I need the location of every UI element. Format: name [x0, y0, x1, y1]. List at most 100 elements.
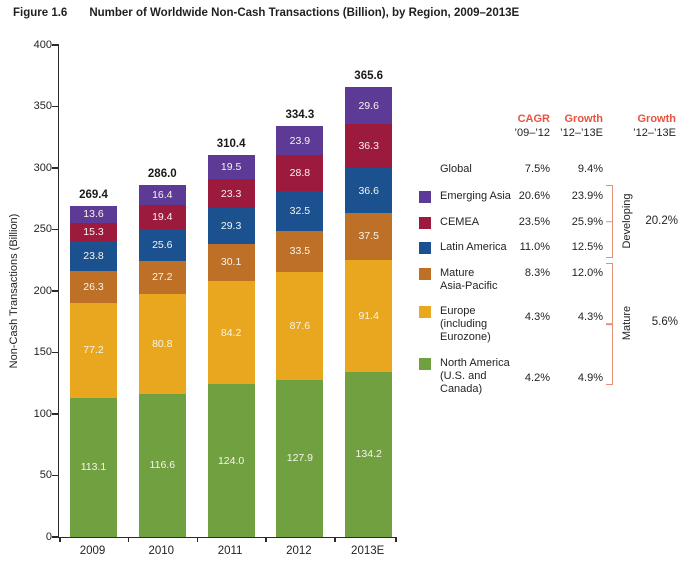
bar-segment-value: 19.5 [220, 161, 242, 174]
legend-header-growth-period: ’12–’13E [560, 126, 603, 139]
bar-segment-value: 77.2 [83, 344, 104, 357]
y-tick-mark [52, 413, 59, 415]
figure-title-row: Figure 1.6 Number of Worldwide Non-Cash T… [13, 7, 519, 19]
x-category-label: 2012 [286, 545, 312, 557]
bar-segment-value: 36.6 [358, 184, 379, 197]
bar-segment-value: 124.0 [217, 454, 245, 467]
growth-value-north-america: 4.9% [577, 372, 603, 384]
y-tick-label: 400 [33, 38, 52, 51]
bar-segment-2011-north-america-u-s-and-canada: 124.0 [207, 384, 255, 537]
mature-bracket-nub [606, 323, 612, 325]
bar-segment-2012-europe-including-eurozone: 87.6 [276, 271, 324, 380]
bar-segment-2013E-cemea: 36.3 [345, 123, 393, 169]
x-category-label: 2011 [217, 545, 243, 557]
bar-segment-value: 32.5 [289, 204, 311, 217]
cagr-value-cemea: 23.5% [518, 216, 550, 228]
y-tick-mark [52, 44, 59, 46]
y-tick-mark [52, 351, 59, 354]
legend-label-line: Europe [440, 305, 476, 317]
x-tick-mark [265, 537, 267, 542]
bar-segment-2013E-latin-america: 36.6 [345, 168, 393, 214]
x-category-label: 2009 [79, 545, 106, 557]
figure-label: Figure 1.6 [13, 7, 68, 19]
bar-segment-value: 28.8 [289, 167, 311, 180]
cagr-value-europe: 4.3% [524, 311, 550, 323]
x-tick-mark [196, 537, 199, 542]
bar-segment-value: 113.1 [80, 461, 107, 474]
y-tick-label: 150 [33, 346, 52, 358]
y-tick-label: 50 [39, 469, 52, 481]
bar-segment-value: 19.4 [152, 211, 173, 224]
x-category-label: 2013E [351, 545, 385, 557]
legend-header-cagr-period: ’09–’12 [514, 126, 550, 139]
bar-segment-2012-mature-asia-pacific: 33.5 [276, 230, 324, 272]
y-tick-mark [52, 105, 59, 108]
y-tick-label: 300 [33, 161, 52, 174]
bar-segment-2012-emerging-asia: 23.9 [276, 125, 324, 156]
legend-swatch-mature-asia-pacific [419, 268, 431, 280]
x-tick-mark [395, 537, 397, 542]
bar-segment-2011-cemea: 23.3 [207, 179, 255, 208]
bar-total-label: 310.4 [216, 138, 246, 151]
bar-segment-2012-north-america-u-s-and-canada: 127.9 [276, 379, 324, 537]
bar-total-label: 269.4 [79, 188, 108, 201]
legend-swatch-latin-america [419, 242, 431, 254]
legend-header-group-growth-title: Growth [637, 113, 677, 125]
bar-segment-2010-europe-including-eurozone: 80.8 [138, 294, 186, 394]
bar-segment-2009-europe-including-eurozone: 77.2 [70, 302, 117, 398]
bar-segment-value: 29.3 [220, 219, 242, 232]
legend-label-mature-asia-pacific: Mature Asia-Pacific [440, 267, 535, 293]
bar-total-label: 334.3 [285, 108, 315, 121]
legend-header-growth: Growth ’12–’13E [539, 113, 603, 140]
bar-segment-value: 87.6 [289, 319, 311, 332]
bar-segment-value: 80.8 [152, 337, 173, 350]
developing-bracket-nub [606, 220, 612, 223]
legend-swatch-cemea [419, 217, 431, 229]
bar-segment-2011-emerging-asia: 19.5 [207, 155, 255, 180]
x-tick-mark [127, 537, 130, 542]
legend-label-line: (U.S. and [440, 369, 487, 382]
bar-segment-value: 23.3 [220, 187, 242, 200]
bar-segment-2012-latin-america: 32.5 [276, 190, 324, 231]
bar-segment-2011-mature-asia-pacific: 30.1 [207, 243, 255, 281]
bar-segment-2010-north-america-u-s-and-canada: 116.6 [138, 393, 186, 537]
legend-swatch-emerging-asia [419, 191, 431, 203]
developing-group-value: 20.2% [645, 215, 678, 227]
bar-segment-value: 37.5 [358, 230, 379, 243]
y-tick-label: 200 [33, 284, 52, 297]
bar-segment-2013E-europe-including-eurozone: 91.4 [345, 259, 393, 372]
bar-segment-2009-north-america-u-s-and-canada: 113.1 [70, 397, 117, 537]
bar-segment-value: 27.2 [152, 271, 173, 284]
bar-segment-2012-cemea: 28.8 [276, 155, 324, 191]
cagr-value-north-america: 4.2% [524, 372, 550, 384]
bar-segment-value: 33.5 [289, 245, 311, 258]
bar-segment-2013E-north-america-u-s-and-canada: 134.2 [345, 371, 393, 537]
legend-header-group-growth-period: ’12–’13E [633, 126, 676, 139]
y-tick-mark [52, 474, 59, 477]
bar-segment-value: 26.3 [83, 280, 104, 293]
mature-bracket [606, 263, 613, 385]
bar-segment-value: 36.3 [358, 140, 379, 153]
bar-segment-value: 23.9 [289, 134, 311, 147]
legend-label-line: Canada) [440, 382, 483, 395]
mature-group-value: 5.6% [651, 316, 678, 328]
bar-segment-2009-latin-america: 23.8 [70, 241, 117, 271]
y-tick-label: 350 [33, 100, 52, 112]
cagr-value-latin-america: 11.0% [519, 241, 550, 253]
legend-label-line: Eurozone) [440, 330, 491, 343]
bar-segment-value: 23.8 [83, 249, 104, 262]
bar-segment-value: 25.6 [152, 239, 173, 251]
bar-segment-value: 84.2 [220, 326, 242, 339]
developing-bracket [606, 185, 613, 258]
legend-label-line: CEMEA [440, 216, 480, 228]
growth-value-global: 9.4% [577, 163, 603, 175]
legend-swatch-north-america [419, 358, 431, 370]
bar-segment-value: 13.6 [83, 208, 104, 221]
bar-segment-2009-mature-asia-pacific: 26.3 [70, 270, 117, 303]
bar-segment-value: 16.4 [152, 189, 173, 202]
cagr-value-global: 7.5% [524, 163, 550, 175]
y-tick-mark [52, 167, 59, 169]
x-tick-mark [59, 537, 61, 542]
growth-value-emerging-asia: 23.9% [571, 190, 603, 202]
growth-value-cemea: 25.9% [571, 216, 603, 228]
